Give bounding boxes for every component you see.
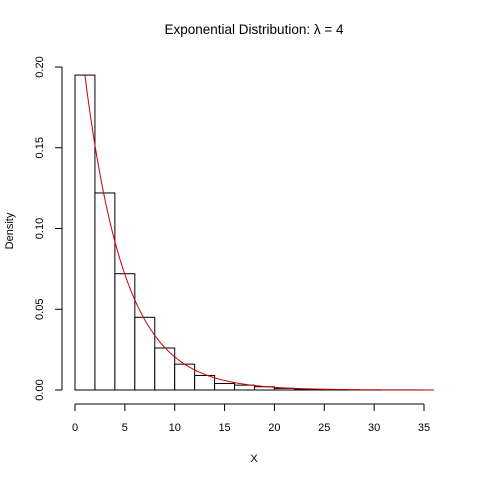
density-curve [84, 75, 434, 391]
density-curve-layer [84, 75, 434, 391]
x-tick-label: 20 [268, 422, 280, 434]
y-tick-label: 0.05 [34, 299, 46, 320]
x-axis: 0 5 10 15 20 25 30 35 [72, 403, 430, 434]
y-tick-label: 0.10 [34, 218, 46, 239]
histogram-bar [234, 384, 255, 391]
histogram-bar [94, 192, 116, 391]
y-axis-title: Density [4, 212, 16, 249]
histogram-bar [194, 374, 216, 391]
chart-title: Exponential Distribution: λ = 4 [165, 22, 344, 37]
histogram-bars [74, 74, 434, 391]
x-tick-label: 15 [218, 422, 230, 434]
y-tick-label: 0.00 [34, 379, 46, 400]
histogram-bar [214, 383, 236, 391]
x-tick-label: 35 [418, 422, 430, 434]
histogram-bar [114, 273, 136, 391]
histogram-bar [74, 74, 96, 391]
y-tick-label: 0.15 [34, 137, 46, 158]
y-tick-label: 0.20 [34, 56, 46, 77]
x-tick-label: 0 [72, 422, 78, 434]
y-axis: 0.00 0.05 0.10 0.15 0.20 [34, 56, 63, 401]
x-tick-label: 5 [122, 422, 128, 434]
histogram-bar [134, 316, 156, 391]
x-axis-title: X [250, 453, 258, 465]
x-tick-label: 10 [169, 422, 181, 434]
x-tick-label: 30 [368, 422, 380, 434]
x-tick-label: 25 [318, 422, 330, 434]
